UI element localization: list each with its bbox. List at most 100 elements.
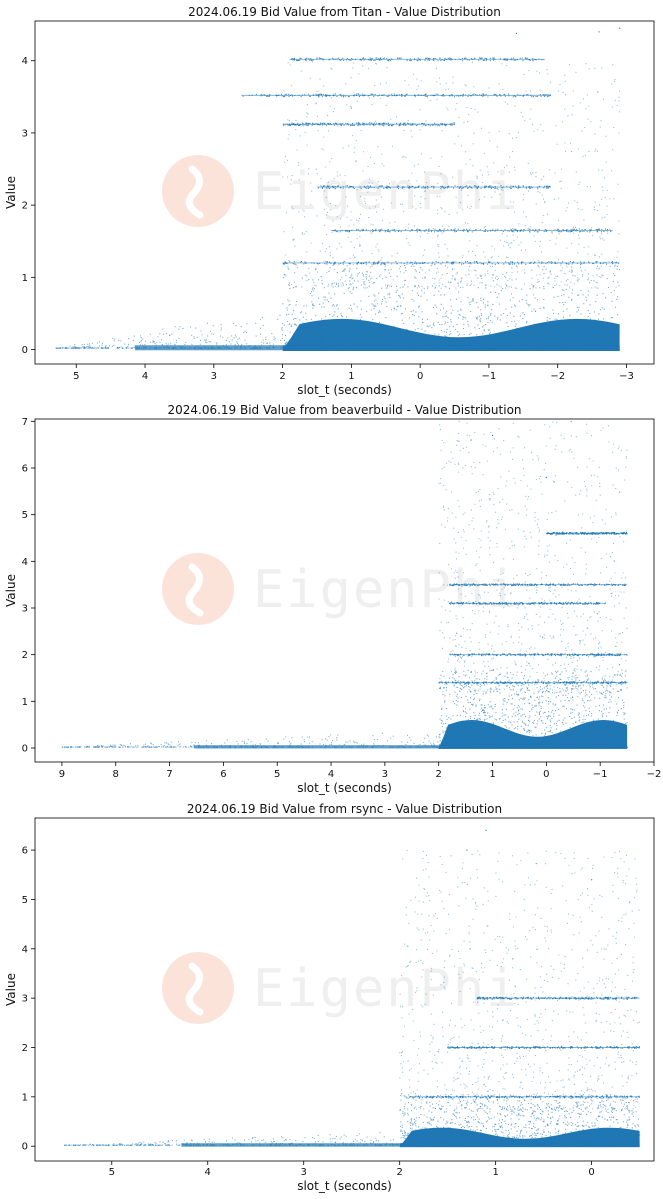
data-point bbox=[465, 736, 467, 738]
data-point bbox=[304, 327, 306, 329]
data-point bbox=[592, 745, 594, 747]
data-point bbox=[417, 163, 419, 165]
data-point bbox=[545, 185, 547, 187]
data-point bbox=[478, 727, 480, 729]
data-point bbox=[565, 722, 567, 724]
data-point bbox=[434, 122, 436, 124]
data-point bbox=[487, 270, 489, 272]
data-point bbox=[409, 348, 411, 350]
data-point bbox=[494, 263, 496, 265]
data-point bbox=[361, 316, 363, 318]
data-point bbox=[216, 343, 218, 345]
data-point bbox=[441, 123, 443, 125]
data-point bbox=[618, 233, 620, 235]
data-point bbox=[365, 263, 367, 265]
data-point bbox=[321, 279, 323, 281]
data-point bbox=[440, 303, 442, 305]
data-point bbox=[597, 724, 599, 726]
data-point bbox=[618, 111, 620, 113]
data-point bbox=[544, 747, 546, 749]
data-point bbox=[62, 346, 64, 348]
data-point bbox=[287, 138, 289, 140]
data-point bbox=[434, 278, 436, 280]
data-point bbox=[529, 229, 531, 231]
data-point bbox=[433, 343, 435, 345]
data-point bbox=[83, 345, 85, 347]
data-point bbox=[616, 298, 618, 300]
data-point bbox=[438, 736, 440, 738]
data-point bbox=[307, 341, 309, 343]
data-point bbox=[533, 345, 535, 347]
data-point bbox=[539, 711, 541, 713]
data-point bbox=[556, 728, 558, 730]
data-point bbox=[474, 349, 476, 351]
data-point bbox=[77, 347, 79, 349]
data-point bbox=[501, 188, 503, 190]
data-point bbox=[598, 710, 600, 712]
data-point bbox=[537, 188, 539, 190]
data-point bbox=[473, 93, 475, 95]
data-point bbox=[402, 286, 404, 288]
y-tick-label: 0 bbox=[22, 345, 28, 356]
data-point bbox=[437, 93, 439, 95]
data-point bbox=[600, 745, 602, 747]
data-point bbox=[470, 734, 472, 736]
data-point bbox=[284, 95, 286, 97]
data-point bbox=[321, 342, 323, 344]
data-point bbox=[517, 132, 519, 134]
data-point bbox=[454, 143, 456, 145]
data-point bbox=[324, 166, 326, 168]
data-point bbox=[344, 175, 346, 177]
data-point bbox=[387, 59, 389, 61]
data-point bbox=[326, 124, 328, 126]
data-point bbox=[490, 348, 492, 350]
data-point bbox=[290, 179, 292, 181]
data-point bbox=[512, 297, 514, 299]
data-point bbox=[284, 161, 286, 163]
data-point bbox=[606, 732, 608, 734]
data-point bbox=[427, 318, 429, 320]
data-point bbox=[549, 270, 551, 272]
data-point bbox=[435, 285, 437, 287]
data-point bbox=[96, 347, 98, 349]
data-point bbox=[487, 259, 489, 261]
data-point bbox=[477, 732, 479, 734]
data-point bbox=[612, 745, 614, 747]
data-point bbox=[102, 347, 104, 349]
data-point bbox=[441, 707, 443, 709]
data-point bbox=[300, 96, 302, 98]
data-point bbox=[503, 167, 505, 169]
data-point bbox=[340, 95, 342, 97]
data-point bbox=[145, 340, 147, 342]
data-point bbox=[370, 309, 372, 311]
data-point bbox=[420, 153, 422, 155]
data-point bbox=[449, 95, 451, 97]
data-point bbox=[348, 338, 350, 340]
data-point bbox=[385, 122, 387, 124]
data-point bbox=[319, 124, 321, 126]
data-point bbox=[599, 726, 601, 728]
data-point bbox=[450, 333, 452, 335]
data-point bbox=[536, 723, 538, 725]
data-point bbox=[480, 313, 482, 315]
data-point bbox=[359, 245, 361, 247]
data-point bbox=[469, 228, 471, 230]
data-point bbox=[331, 336, 333, 338]
data-point bbox=[391, 93, 393, 95]
data-point bbox=[433, 340, 435, 342]
data-point bbox=[431, 349, 433, 351]
data-point bbox=[564, 684, 566, 686]
data-point bbox=[387, 228, 389, 230]
data-point bbox=[526, 94, 528, 96]
data-point bbox=[502, 88, 504, 90]
data-point bbox=[540, 179, 542, 181]
data-point bbox=[415, 125, 417, 127]
data-point bbox=[401, 319, 403, 321]
data-point bbox=[413, 323, 415, 325]
data-point bbox=[580, 263, 582, 265]
data-point bbox=[472, 250, 474, 252]
data-point bbox=[403, 347, 405, 349]
data-point bbox=[597, 744, 599, 746]
data-point bbox=[395, 309, 397, 311]
data-point bbox=[483, 196, 485, 198]
